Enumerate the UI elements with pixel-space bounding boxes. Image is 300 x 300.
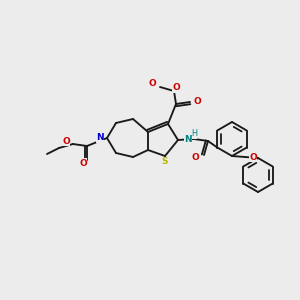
Text: S: S <box>162 158 168 166</box>
Text: O: O <box>79 158 87 167</box>
Text: N: N <box>184 134 192 143</box>
Text: O: O <box>172 83 180 92</box>
Text: O: O <box>62 136 70 146</box>
Text: O: O <box>148 80 156 88</box>
Text: O: O <box>249 152 257 161</box>
Text: O: O <box>194 98 202 106</box>
Text: O: O <box>191 154 199 163</box>
Text: N: N <box>96 134 104 142</box>
Text: H: H <box>191 130 197 139</box>
